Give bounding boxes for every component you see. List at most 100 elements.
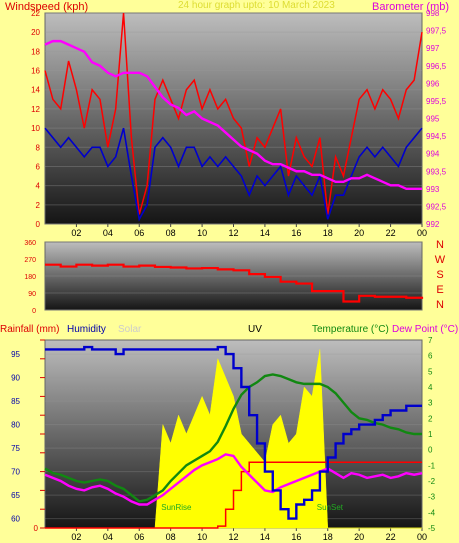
- chart-title: 24 hour graph upto: 10 March 2023: [178, 0, 335, 11]
- wind-average-line: [44, 127, 423, 222]
- compass-label: W: [435, 254, 446, 266]
- legend-rainfall: Rainfall (mm): [0, 324, 59, 335]
- barometer-ytick-label: 992,5: [426, 202, 447, 211]
- wind-ytick-label: 22: [31, 9, 40, 18]
- wind-xtick-label: 04: [103, 228, 113, 238]
- temperature-line: [44, 373, 422, 503]
- dewpoint-line: [44, 453, 423, 506]
- temp-xtick-label: 10: [197, 532, 207, 542]
- barometer-ytick-label: 997: [426, 44, 440, 53]
- direction-ytick-label: 90: [28, 291, 36, 298]
- barometer-label: Barometer (mb): [372, 1, 449, 13]
- wind-ytick-label: 20: [31, 28, 40, 37]
- wind-ytick-label: 18: [31, 47, 40, 56]
- temp-xtick-label: 16: [291, 532, 301, 542]
- temperature-ytick-label: -2: [428, 477, 436, 486]
- barometer-ytick-label: 993,5: [426, 167, 447, 176]
- temperature-ytick-label: -3: [428, 493, 436, 502]
- wind-xtick-label: 18: [323, 228, 333, 238]
- legend-temperature: Temperature (°C): [312, 324, 389, 335]
- wind-ytick-label: 12: [31, 105, 40, 114]
- temp-xtick-label: 00: [417, 532, 427, 542]
- barometer-line: [44, 39, 422, 191]
- barometer-ytick-label: 994,5: [426, 132, 447, 141]
- barometer-ytick-label: 996: [426, 79, 440, 88]
- humidity-line: [45, 345, 422, 520]
- wind-ytick-label: 14: [31, 86, 40, 95]
- barometer-ytick-label: 993: [426, 185, 440, 194]
- legend-uv: UV: [248, 324, 262, 335]
- temperature-ytick-label: 2: [428, 414, 433, 423]
- wind-xtick-label: 02: [71, 228, 81, 238]
- direction-ytick-label: 360: [24, 240, 36, 247]
- wind-gust-line: [44, 12, 423, 215]
- wind-ytick-label: 8: [36, 143, 41, 152]
- wind-ytick-label: 2: [36, 201, 41, 210]
- wind-plot: 0246810121416182022992992,5993993,599499…: [31, 9, 446, 238]
- temperature-ytick-label: 7: [428, 336, 433, 345]
- barometer-ytick-label: 998: [426, 9, 440, 18]
- wind-xtick-label: 12: [228, 228, 238, 238]
- barometer-ytick-label: 995: [426, 115, 440, 124]
- wind-ytick-label: 4: [36, 182, 41, 191]
- humidity-ytick-label: 75: [11, 444, 20, 453]
- temp-xtick-label: 22: [386, 532, 396, 542]
- humidity-ytick-label: 80: [11, 421, 20, 430]
- temp-xtick-label: 08: [166, 532, 176, 542]
- barometer-ytick-label: 996,5: [426, 62, 447, 71]
- compass-label: N: [436, 299, 444, 311]
- wind-direction-line: [45, 263, 424, 303]
- temperature-ytick-label: 5: [428, 367, 433, 376]
- temperature-ytick-label: -5: [428, 524, 436, 533]
- windspeed-label: Windspeed (kph): [5, 1, 88, 13]
- legend-dewpoint: Dew Point (°C): [392, 324, 458, 335]
- wind-xtick-label: 22: [386, 228, 396, 238]
- compass-label: S: [436, 269, 443, 281]
- compass-label: E: [436, 284, 443, 296]
- barometer-ytick-label: 994: [426, 150, 440, 159]
- wind-xtick-label: 14: [260, 228, 270, 238]
- direction-ytick-label: 180: [24, 274, 36, 281]
- sunset-label: SunSet: [317, 503, 344, 512]
- temp-xtick-label: 12: [228, 532, 238, 542]
- temperature-ytick-label: 4: [428, 383, 433, 392]
- humidity-ytick-label: 60: [11, 515, 20, 524]
- wind-xtick-label: 00: [417, 228, 427, 238]
- temp-xtick-label: 04: [103, 532, 113, 542]
- legend-solar: Solar: [118, 324, 142, 335]
- compass-label: N: [436, 239, 444, 251]
- temperature-ytick-label: 3: [428, 399, 433, 408]
- temperature-ytick-label: 6: [428, 352, 433, 361]
- wind-xtick-label: 20: [354, 228, 364, 238]
- sunrise-label: SunRise: [161, 503, 192, 512]
- barometer-ytick-label: 995,5: [426, 97, 447, 106]
- barometer-ytick-label: 997,5: [426, 27, 447, 36]
- direction-ytick-label: 270: [24, 257, 36, 264]
- wind-xtick-label: 10: [197, 228, 207, 238]
- temperature-ytick-label: -1: [428, 461, 436, 470]
- temperature-ytick-label: -4: [428, 508, 436, 517]
- uv-line: [45, 461, 422, 529]
- temp-xtick-label: 18: [323, 532, 333, 542]
- wind-xtick-label: 06: [134, 228, 144, 238]
- humidity-ytick-label: 85: [11, 397, 20, 406]
- humidity-ytick-label: 70: [11, 468, 20, 477]
- temperature-ytick-label: 0: [428, 446, 433, 455]
- humidity-ytick-label: 90: [11, 374, 20, 383]
- temperature-ytick-label: 1: [428, 430, 433, 439]
- wind-ytick-label: 10: [31, 124, 40, 133]
- wind-xtick-label: 16: [291, 228, 301, 238]
- wind-ytick-label: 0: [36, 220, 41, 229]
- legend-humidity: Humidity: [67, 324, 106, 335]
- temp-xtick-label: 14: [260, 532, 270, 542]
- barometer-ytick-label: 992: [426, 220, 440, 229]
- wind-ytick-label: 16: [31, 67, 40, 76]
- temp-xtick-label: 20: [354, 532, 364, 542]
- temp-xtick-label: 02: [71, 532, 81, 542]
- wind-xtick-label: 08: [166, 228, 176, 238]
- humidity-ytick-label: 95: [11, 350, 20, 359]
